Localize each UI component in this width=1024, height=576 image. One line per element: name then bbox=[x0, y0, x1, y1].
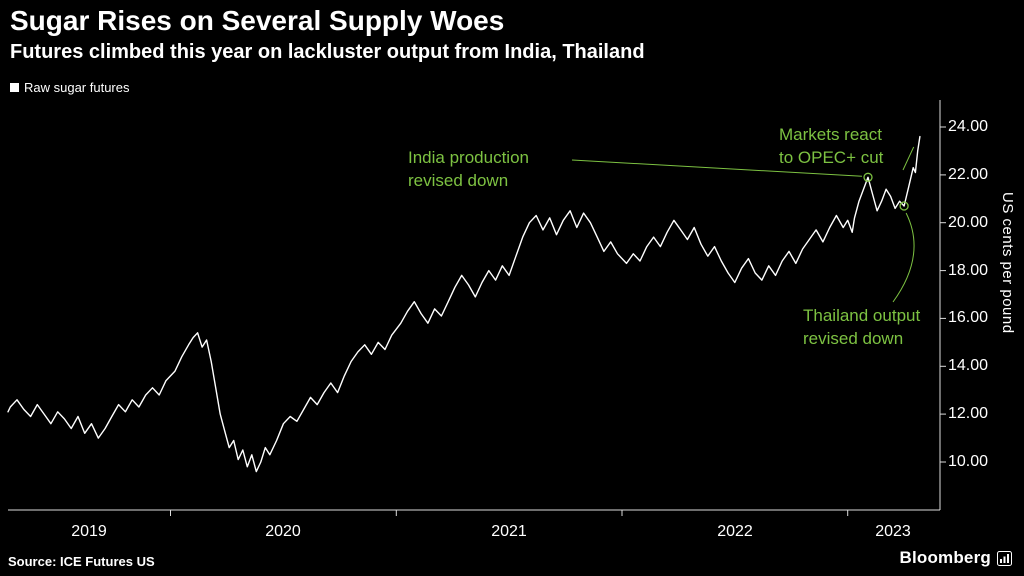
y-axis-tick-label: 22.00 bbox=[948, 166, 989, 183]
x-axis-tick-label: 2022 bbox=[717, 523, 753, 540]
annotation-opec-cut: Markets react to OPEC+ cut bbox=[779, 125, 884, 167]
y-axis-tick-label: 10.00 bbox=[948, 453, 989, 470]
x-axis-tick-label: 2023 bbox=[875, 523, 911, 540]
bloomberg-logo: Bloomberg bbox=[899, 548, 1012, 568]
y-axis-tick-label: 14.00 bbox=[948, 357, 989, 374]
y-axis-title: US cents per pound bbox=[999, 192, 1016, 334]
y-axis-tick-label: 18.00 bbox=[948, 262, 989, 279]
x-axis-tick-label: 2021 bbox=[491, 523, 527, 540]
annotation-india-production: India production revised down bbox=[408, 148, 529, 190]
y-axis-tick-label: 20.00 bbox=[948, 214, 989, 231]
bloomberg-chart-icon bbox=[997, 550, 1012, 566]
annotation-thailand-output: Thailand output revised down bbox=[803, 306, 921, 348]
annotation-marker-india bbox=[863, 172, 873, 182]
raw-sugar-futures-line bbox=[7, 135, 921, 473]
y-axis-tick-label: 24.00 bbox=[948, 118, 989, 135]
x-axis-tick-label: 2019 bbox=[71, 523, 107, 540]
bloomberg-wordmark: Bloomberg bbox=[899, 548, 991, 567]
source-credit: Source: ICE Futures US bbox=[8, 554, 155, 569]
annotation-leader-opec bbox=[902, 146, 915, 171]
legend: Raw sugar futures bbox=[10, 80, 130, 95]
chart-title: Sugar Rises on Several Supply Woes bbox=[10, 5, 505, 36]
chart-subtitle: Futures climbed this year on lackluster … bbox=[10, 41, 645, 63]
legend-swatch-icon bbox=[10, 83, 19, 92]
x-axis-tick-label: 2020 bbox=[265, 523, 301, 540]
annotation-leader-india bbox=[571, 159, 863, 177]
annotation-leader-thailand bbox=[892, 212, 915, 303]
y-axis-tick-label: 16.00 bbox=[948, 309, 989, 326]
annotation-marker-thailand bbox=[899, 201, 909, 211]
legend-label: Raw sugar futures bbox=[24, 80, 130, 95]
y-axis-tick-label: 12.00 bbox=[948, 405, 989, 422]
